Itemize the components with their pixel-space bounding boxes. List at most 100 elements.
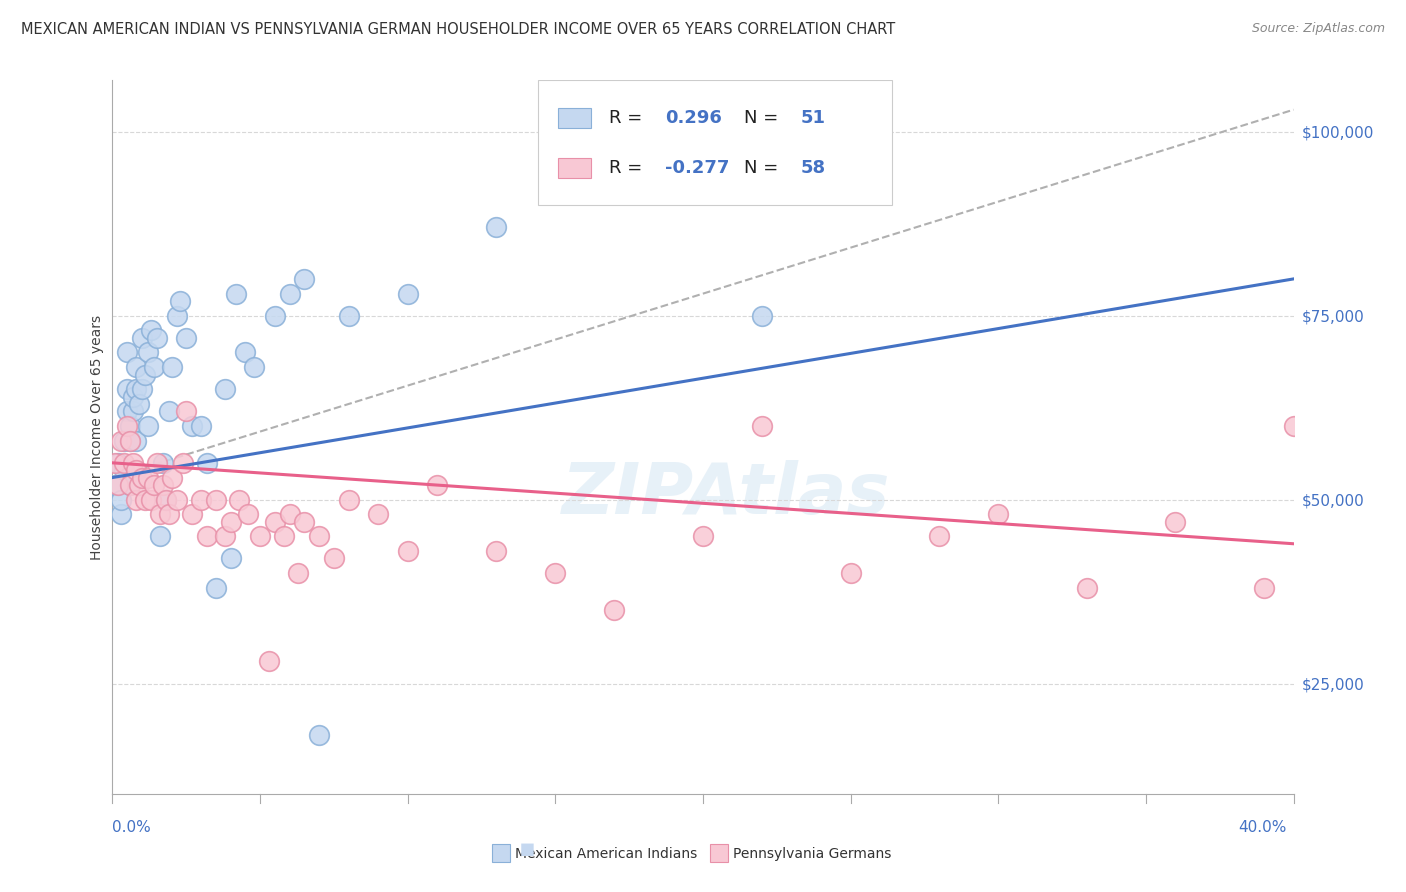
Point xyxy=(228,492,250,507)
Point xyxy=(149,529,172,543)
Point xyxy=(544,566,567,581)
Point xyxy=(273,529,295,543)
Point xyxy=(166,309,188,323)
Point xyxy=(155,492,177,507)
Point xyxy=(987,508,1010,522)
Point xyxy=(337,309,360,323)
FancyBboxPatch shape xyxy=(537,80,891,205)
Point xyxy=(396,286,419,301)
Point xyxy=(264,515,287,529)
Point xyxy=(190,419,212,434)
Point xyxy=(292,272,315,286)
Point xyxy=(692,529,714,543)
Point xyxy=(157,508,180,522)
Point xyxy=(117,382,138,396)
Point xyxy=(142,360,165,375)
Point xyxy=(190,492,212,507)
Point xyxy=(136,470,159,484)
Text: 0.0%: 0.0% xyxy=(112,821,152,835)
Point xyxy=(136,419,159,434)
Point xyxy=(122,456,145,470)
Bar xyxy=(710,844,728,862)
Point xyxy=(323,551,346,566)
Point xyxy=(152,456,174,470)
Point xyxy=(110,508,132,522)
FancyBboxPatch shape xyxy=(558,158,591,178)
Point xyxy=(134,492,156,507)
Point xyxy=(112,434,135,448)
Point xyxy=(160,360,183,375)
Point xyxy=(1076,581,1098,595)
Point xyxy=(117,419,138,434)
Point xyxy=(485,544,508,558)
Text: N =: N = xyxy=(744,159,785,177)
Point xyxy=(287,566,309,581)
Point xyxy=(249,529,271,543)
Point xyxy=(195,529,218,543)
Point xyxy=(396,544,419,558)
Point xyxy=(1164,515,1187,529)
Point xyxy=(117,404,138,418)
Point xyxy=(131,382,153,396)
Point xyxy=(264,309,287,323)
Point xyxy=(120,434,142,448)
Point xyxy=(110,492,132,507)
Point xyxy=(485,220,508,235)
Point xyxy=(205,492,228,507)
Point xyxy=(122,390,145,404)
Point xyxy=(257,655,280,669)
Text: 0.296: 0.296 xyxy=(665,109,723,127)
Y-axis label: Householder Income Over 65 years: Householder Income Over 65 years xyxy=(90,315,104,559)
Point xyxy=(278,508,301,522)
Point xyxy=(120,419,142,434)
Point xyxy=(120,478,142,492)
Point xyxy=(125,463,148,477)
Text: 58: 58 xyxy=(801,159,827,177)
Text: MEXICAN AMERICAN INDIAN VS PENNSYLVANIA GERMAN HOUSEHOLDER INCOME OVER 65 YEARS : MEXICAN AMERICAN INDIAN VS PENNSYLVANIA … xyxy=(21,22,896,37)
Point xyxy=(233,345,256,359)
Point xyxy=(125,434,148,448)
Point xyxy=(214,382,236,396)
Point xyxy=(238,508,260,522)
Point xyxy=(751,419,773,434)
Point xyxy=(136,345,159,359)
Point xyxy=(166,492,188,507)
Point xyxy=(146,456,169,470)
Point xyxy=(839,566,862,581)
Point xyxy=(292,515,315,529)
Text: Pennsylvania Germans: Pennsylvania Germans xyxy=(733,847,891,861)
Point xyxy=(104,478,127,492)
Point xyxy=(131,331,153,345)
Point xyxy=(128,397,150,411)
Point xyxy=(214,529,236,543)
Point xyxy=(122,404,145,418)
Point xyxy=(139,492,162,507)
Point xyxy=(107,478,129,492)
Point xyxy=(308,728,330,742)
Point xyxy=(219,551,242,566)
Point xyxy=(367,508,389,522)
Point xyxy=(117,345,138,359)
Point xyxy=(112,463,135,477)
Point xyxy=(337,492,360,507)
Point xyxy=(205,581,228,595)
Point xyxy=(195,456,218,470)
FancyBboxPatch shape xyxy=(558,108,591,128)
Point xyxy=(181,419,204,434)
Bar xyxy=(492,844,510,862)
Text: 51: 51 xyxy=(801,109,827,127)
Text: 40.0%: 40.0% xyxy=(1239,821,1286,835)
Point xyxy=(120,478,142,492)
Text: -0.277: -0.277 xyxy=(665,159,730,177)
Point xyxy=(160,470,183,484)
Point xyxy=(149,508,172,522)
Point xyxy=(134,368,156,382)
Text: Mexican American Indians: Mexican American Indians xyxy=(515,847,697,861)
Text: ▪: ▪ xyxy=(519,838,536,861)
Point xyxy=(928,529,950,543)
Point xyxy=(243,360,266,375)
Point xyxy=(751,309,773,323)
Point xyxy=(174,331,197,345)
Text: R =: R = xyxy=(609,159,648,177)
Point xyxy=(112,456,135,470)
